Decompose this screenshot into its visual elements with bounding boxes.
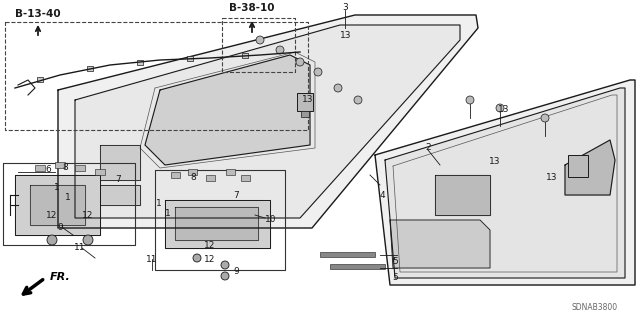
Circle shape <box>296 58 304 66</box>
Circle shape <box>276 46 284 54</box>
Circle shape <box>193 254 201 262</box>
Text: 8: 8 <box>62 164 68 173</box>
Polygon shape <box>75 25 460 218</box>
Polygon shape <box>30 185 85 225</box>
Text: 3: 3 <box>342 4 348 12</box>
Circle shape <box>466 96 474 104</box>
Circle shape <box>334 84 342 92</box>
Bar <box>568 155 588 177</box>
Polygon shape <box>375 80 635 285</box>
Bar <box>37 77 43 82</box>
Polygon shape <box>100 185 140 205</box>
Bar <box>35 165 45 171</box>
Bar <box>226 169 235 175</box>
Polygon shape <box>175 207 258 240</box>
Text: 5: 5 <box>392 273 398 283</box>
Bar <box>320 252 375 257</box>
Circle shape <box>221 272 229 280</box>
Circle shape <box>47 235 57 245</box>
Polygon shape <box>565 140 615 195</box>
Bar <box>297 93 313 111</box>
Circle shape <box>354 96 362 104</box>
Text: 9: 9 <box>233 268 239 277</box>
Text: 9: 9 <box>57 224 63 233</box>
Polygon shape <box>100 145 140 180</box>
Text: 11: 11 <box>74 243 86 253</box>
Polygon shape <box>58 15 478 228</box>
Bar <box>301 111 309 117</box>
Polygon shape <box>435 175 490 215</box>
Text: 2: 2 <box>425 144 431 152</box>
Bar <box>55 162 65 168</box>
Polygon shape <box>15 175 100 235</box>
Text: 12: 12 <box>204 256 216 264</box>
Bar <box>242 53 248 58</box>
Text: 11: 11 <box>147 255 157 263</box>
Text: 1: 1 <box>165 210 171 219</box>
Bar <box>137 60 143 65</box>
Text: 1: 1 <box>54 183 60 192</box>
Text: 13: 13 <box>547 174 557 182</box>
Text: 1: 1 <box>65 194 71 203</box>
Text: 13: 13 <box>340 31 352 40</box>
Polygon shape <box>385 88 625 278</box>
Bar <box>241 175 250 181</box>
Text: 13: 13 <box>489 158 500 167</box>
Text: B-38-10: B-38-10 <box>229 3 275 13</box>
Text: 7: 7 <box>115 175 121 184</box>
Text: 7: 7 <box>233 191 239 201</box>
Polygon shape <box>390 220 490 268</box>
Text: 5: 5 <box>392 257 398 266</box>
Circle shape <box>221 261 229 269</box>
Text: FR.: FR. <box>50 272 71 282</box>
Text: 12: 12 <box>204 241 216 249</box>
Text: 13: 13 <box>302 95 314 105</box>
Bar <box>187 56 193 61</box>
Bar <box>171 172 180 178</box>
Bar <box>206 175 215 181</box>
Text: 12: 12 <box>46 211 58 219</box>
Text: 6: 6 <box>45 166 51 174</box>
Circle shape <box>541 114 549 122</box>
Bar <box>75 165 85 171</box>
Text: 10: 10 <box>265 216 276 225</box>
Circle shape <box>314 68 322 76</box>
Text: SDNAB3800: SDNAB3800 <box>572 303 618 313</box>
Text: 4: 4 <box>379 190 385 199</box>
Text: 12: 12 <box>83 211 93 219</box>
Circle shape <box>83 235 93 245</box>
Polygon shape <box>145 55 310 165</box>
Circle shape <box>496 104 504 112</box>
Bar <box>330 264 385 269</box>
Text: 13: 13 <box>499 106 509 115</box>
Text: 8: 8 <box>190 174 196 182</box>
Bar <box>188 169 197 175</box>
Circle shape <box>256 36 264 44</box>
Polygon shape <box>165 200 270 248</box>
Bar <box>95 169 105 175</box>
Text: B-13-40: B-13-40 <box>15 9 61 19</box>
Text: 1: 1 <box>156 199 162 209</box>
Bar <box>87 66 93 71</box>
